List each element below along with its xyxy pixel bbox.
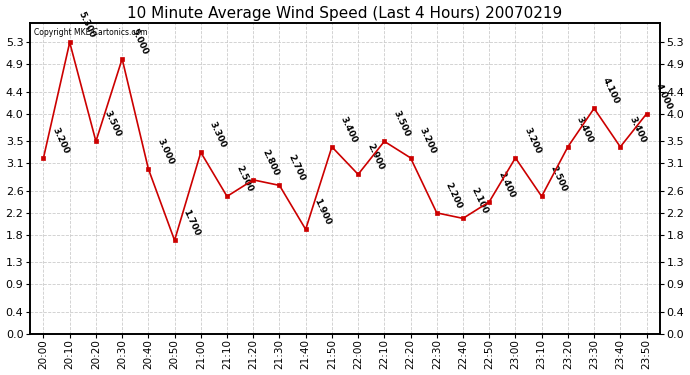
Text: 3.000: 3.000	[155, 137, 175, 166]
Text: 3.200: 3.200	[417, 126, 437, 155]
Text: 2.500: 2.500	[549, 164, 569, 194]
Text: 2.200: 2.200	[444, 181, 464, 210]
Text: 1.700: 1.700	[181, 208, 201, 238]
Text: 3.400: 3.400	[575, 115, 595, 144]
Text: 4.100: 4.100	[601, 76, 621, 106]
Text: 1.900: 1.900	[313, 197, 333, 226]
Text: 4.000: 4.000	[653, 82, 673, 111]
Text: 3.300: 3.300	[208, 120, 228, 150]
Text: 2.400: 2.400	[496, 170, 516, 199]
Text: 5.000: 5.000	[129, 27, 149, 56]
Text: 2.700: 2.700	[286, 153, 306, 183]
Text: Copyright MKE Cartonics.com: Copyright MKE Cartonics.com	[34, 28, 147, 37]
Text: 2.100: 2.100	[470, 186, 490, 216]
Text: 3.200: 3.200	[522, 126, 542, 155]
Text: 3.400: 3.400	[339, 115, 359, 144]
Text: 3.200: 3.200	[50, 126, 70, 155]
Text: 3.400: 3.400	[627, 115, 647, 144]
Text: 3.500: 3.500	[103, 109, 123, 139]
Text: 2.900: 2.900	[365, 142, 385, 172]
Text: 2.800: 2.800	[260, 148, 280, 177]
Text: 3.500: 3.500	[391, 109, 411, 139]
Text: 2.500: 2.500	[234, 164, 254, 194]
Text: 5.300: 5.300	[77, 10, 97, 40]
Title: 10 Minute Average Wind Speed (Last 4 Hours) 20070219: 10 Minute Average Wind Speed (Last 4 Hou…	[128, 6, 562, 21]
